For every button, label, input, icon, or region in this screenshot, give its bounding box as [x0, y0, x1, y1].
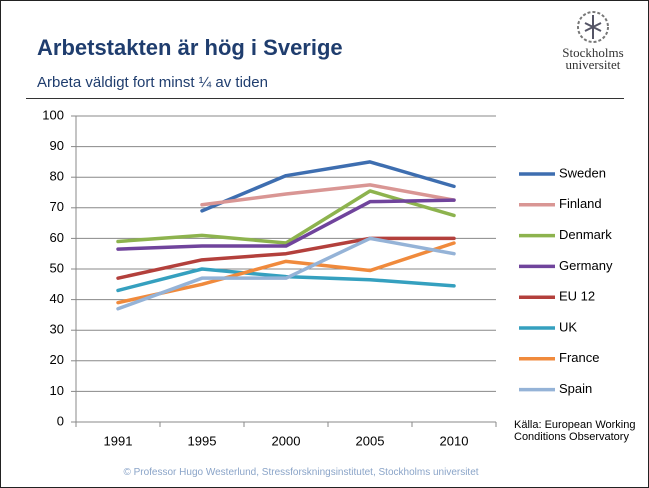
x-tick-label: 2010 — [440, 433, 469, 448]
legend-label: Denmark — [559, 227, 612, 242]
y-tick-label: 30 — [50, 322, 64, 337]
y-tick-label: 90 — [50, 138, 64, 153]
series-line — [200, 160, 456, 213]
y-tick-label: 40 — [50, 291, 64, 306]
x-tick-label: 2005 — [356, 433, 385, 448]
y-tick-label: 0 — [57, 413, 64, 428]
legend-label: Spain — [559, 381, 592, 396]
y-tick-label: 50 — [50, 260, 64, 275]
x-tick-label: 1991 — [104, 433, 133, 448]
y-tick-label: 10 — [50, 383, 64, 398]
subtitle: Arbeta väldigt fort minst ¼ av tiden — [37, 74, 268, 91]
divider — [26, 98, 624, 99]
legend-label: France — [559, 350, 599, 365]
logo-text: Stockholms — [562, 45, 624, 60]
logo: Stockholms universitet — [558, 9, 628, 71]
x-tick-label: 2000 — [272, 433, 301, 448]
series-line — [116, 198, 456, 251]
y-tick-label: 100 — [42, 107, 64, 122]
logo-text: universitet — [565, 57, 621, 72]
legend-label: Finland — [559, 196, 602, 211]
series-line — [116, 236, 456, 311]
logo-emblem — [577, 11, 609, 43]
legend-label: Sweden — [559, 165, 606, 180]
legend-label: EU 12 — [559, 289, 595, 304]
x-tick-label: 1995 — [188, 433, 217, 448]
legend-label: UK — [559, 319, 577, 334]
series-line — [116, 241, 456, 305]
series-line — [200, 183, 456, 207]
y-tick-label: 20 — [50, 352, 64, 367]
y-tick-label: 60 — [50, 230, 64, 245]
y-tick-label: 70 — [50, 199, 64, 214]
series-line — [116, 189, 456, 245]
legend-label: Germany — [559, 258, 613, 273]
y-tick-label: 80 — [50, 169, 64, 184]
title: Arbetstakten är hög i Sverige — [37, 35, 343, 60]
footer: © Professor Hugo Westerlund, Stressforsk… — [123, 467, 479, 478]
source: Källa: European Working Conditions Obser… — [514, 419, 636, 443]
series-line — [116, 236, 456, 280]
